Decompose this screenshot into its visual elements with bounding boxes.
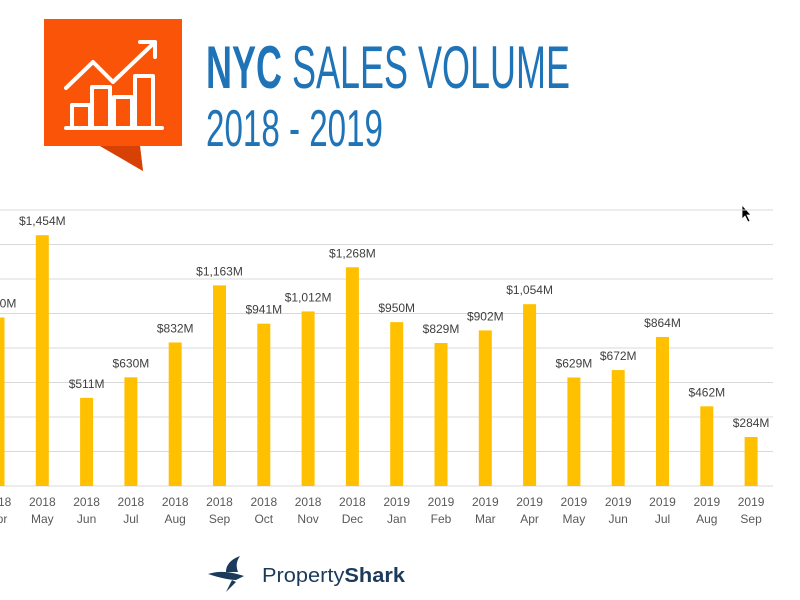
bar — [390, 322, 404, 486]
value-label: $980M — [0, 296, 16, 310]
value-label: $1,054M — [506, 283, 553, 297]
value-label: $1,163M — [196, 264, 243, 278]
value-label: $902M — [467, 309, 504, 323]
title-bold: NYC — [206, 34, 282, 101]
bar — [567, 377, 581, 486]
x-tick-label: 2018 Apr — [0, 495, 12, 526]
bar — [80, 397, 94, 486]
header-icon — [44, 19, 182, 171]
x-tick-label: 2018 Jul — [117, 495, 145, 526]
x-tick-label: 2019 Aug — [693, 495, 721, 526]
logo-bold: Shark — [344, 565, 406, 587]
value-label: $284M — [733, 416, 770, 430]
x-tick-label: 2018 Nov — [294, 495, 322, 526]
x-tick-label: 2018 Jun — [73, 495, 100, 526]
title: NYC SALES VOLUME — [206, 34, 570, 101]
value-label: $629M — [556, 356, 593, 370]
value-label: $941M — [245, 303, 282, 317]
x-tick-label: 2018 Aug — [161, 495, 189, 526]
bar — [301, 311, 315, 486]
x-tick-label: 2019 Jul — [649, 495, 676, 526]
bar — [744, 437, 758, 486]
x-tick-label: 2019 Jun — [604, 495, 632, 526]
x-tick-label: 2018 Oct — [250, 495, 278, 526]
value-label: $462M — [688, 385, 725, 399]
value-label: $1,268M — [329, 246, 376, 260]
x-tick-label: 2019 Sep — [737, 495, 765, 526]
value-label: $864M — [644, 316, 681, 330]
bar — [35, 235, 49, 486]
value-label: $511M — [69, 377, 105, 391]
bar — [700, 406, 714, 486]
value-label: $1,454M — [19, 214, 66, 228]
x-tick-label: 2019 Apr — [516, 495, 543, 526]
logo-light: Property — [262, 565, 344, 587]
value-label: $829M — [423, 322, 460, 336]
cursor — [741, 203, 752, 223]
bar — [0, 317, 5, 486]
bar — [523, 304, 537, 486]
title-light: SALES VOLUME — [292, 34, 570, 101]
bar — [656, 336, 669, 486]
bar — [213, 285, 226, 486]
bar — [168, 342, 182, 486]
value-label: $672M — [600, 349, 637, 363]
subtitle: 2018 - 2019 — [206, 100, 383, 158]
bar — [124, 377, 138, 486]
bar — [434, 342, 448, 486]
bar — [611, 370, 625, 486]
x-tick-label: 2019 Mar — [471, 495, 499, 526]
bar — [257, 323, 271, 486]
bar — [345, 267, 359, 486]
bar — [478, 330, 492, 486]
x-tick-label: 2018 Sep — [206, 495, 233, 526]
x-tick-label: 2018 Dec — [339, 495, 366, 526]
value-label: $950M — [378, 301, 415, 315]
value-label: $832M — [157, 321, 194, 335]
value-label: $630M — [113, 356, 150, 370]
logo-text: Property Shark — [262, 565, 406, 587]
x-tick-label: 2019 May — [560, 495, 588, 526]
x-tick-label: 2019 Feb — [427, 495, 455, 526]
value-label: $1,012M — [285, 290, 332, 304]
x-tick-label: 2018 May — [28, 495, 56, 526]
x-tick-label: 2019 Jan — [383, 495, 411, 526]
logo: Property Shark — [208, 556, 406, 592]
